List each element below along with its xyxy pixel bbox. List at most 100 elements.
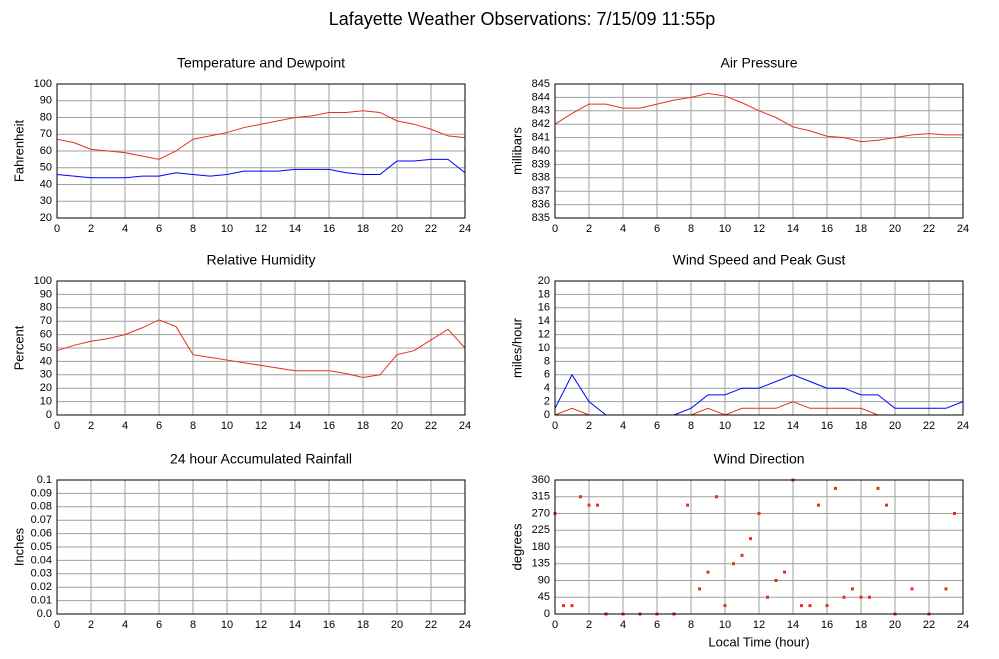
plot-frame	[56, 83, 466, 219]
point	[953, 512, 956, 515]
x-tick-label: 18	[855, 619, 867, 631]
series-line	[554, 92, 963, 143]
plot-frame	[554, 83, 964, 219]
x-tick-label: 22	[425, 223, 437, 235]
x-tick-label: 22	[425, 420, 437, 432]
point	[757, 512, 761, 515]
x-tick-label: 6	[654, 420, 660, 432]
x-tick-label: 10	[221, 223, 233, 235]
x-tick-label: 0	[54, 619, 60, 631]
x-tick-label: 20	[889, 619, 901, 631]
y-tick-label: 135	[532, 558, 550, 570]
x-tick-label: 14	[289, 420, 301, 432]
y-tick-label: 0.09	[31, 487, 52, 499]
x-tick-label: 14	[787, 420, 799, 432]
x-tick-label: 18	[855, 223, 867, 235]
y-tick-label: 180	[532, 541, 550, 553]
x-tick-label: 20	[391, 420, 403, 432]
y-tick-label: 839	[532, 158, 550, 170]
y-tick-label: 841	[532, 132, 550, 144]
x-tick-label: 16	[821, 223, 833, 235]
y-tick-label: 225	[532, 524, 550, 536]
point	[766, 595, 769, 599]
y-axis-label: degrees	[509, 523, 524, 570]
y-tick-label: 0.08	[31, 501, 52, 513]
y-tick-label: 0.06	[31, 528, 52, 540]
x-tick-label: 22	[923, 223, 935, 235]
x-tick-label: 14	[787, 223, 799, 235]
x-tick-label: 6	[156, 223, 162, 235]
plot-frame	[56, 280, 466, 416]
y-tick-label: 80	[40, 302, 52, 314]
x-tick-label: 0	[54, 223, 60, 235]
point	[562, 604, 565, 608]
y-tick-label: 0	[46, 409, 52, 421]
y-tick-label: 10	[538, 342, 550, 354]
y-tick-label: 90	[40, 95, 52, 107]
x-tick-label: 0	[54, 420, 60, 432]
x-tick-label: 20	[889, 420, 901, 432]
plot-frame	[554, 479, 964, 615]
x-tick-label: 10	[719, 223, 731, 235]
y-tick-label: 270	[532, 507, 550, 519]
x-tick-label: 8	[688, 420, 694, 432]
point	[817, 503, 820, 507]
x-tick-label: 4	[620, 619, 626, 631]
point	[698, 587, 701, 591]
y-tick-label: 0.02	[31, 581, 52, 593]
panel-title: 24 hour Accumulated Rainfall	[170, 451, 352, 467]
y-tick-label: 20	[40, 212, 52, 224]
page-title: Lafayette Weather Observations: 7/15/09 …	[329, 9, 716, 29]
x-tick-label: 4	[122, 619, 128, 631]
plot-frame	[56, 479, 466, 615]
point	[686, 503, 690, 507]
x-tick-label: 24	[957, 223, 969, 235]
x-tick-label: 0	[552, 420, 558, 432]
x-tick-label: 18	[855, 420, 867, 432]
y-tick-label: 0	[544, 409, 550, 421]
x-tick-label: 6	[654, 619, 660, 631]
x-tick-label: 2	[586, 223, 592, 235]
x-tick-label: 24	[459, 223, 471, 235]
point	[944, 587, 948, 591]
y-axis-label: Inches	[11, 527, 26, 566]
x-tick-label: 6	[156, 619, 162, 631]
point	[570, 604, 574, 608]
x-tick-label: 20	[889, 223, 901, 235]
x-tick-label: 24	[957, 420, 969, 432]
y-tick-label: 6	[544, 369, 550, 381]
y-tick-label: 60	[40, 329, 52, 341]
x-tick-label: 8	[190, 223, 196, 235]
point	[783, 570, 786, 574]
x-tick-label: 0	[552, 223, 558, 235]
y-tick-label: 14	[538, 315, 550, 327]
x-tick-label: 2	[88, 223, 94, 235]
x-axis-label: Local Time (hour)	[708, 634, 809, 649]
x-tick-label: 18	[357, 223, 369, 235]
x-tick-label: 24	[459, 619, 471, 631]
point	[723, 604, 727, 608]
y-tick-label: 4	[544, 382, 550, 394]
x-tick-label: 2	[88, 619, 94, 631]
y-tick-label: 10	[40, 396, 52, 408]
y-tick-label: 20	[538, 275, 550, 287]
x-tick-label: 4	[122, 223, 128, 235]
y-axis-label: millibars	[509, 127, 524, 175]
y-tick-label: 70	[40, 315, 52, 327]
x-tick-label: 16	[821, 619, 833, 631]
y-tick-label: 0.04	[31, 554, 52, 566]
y-tick-label: 30	[40, 195, 52, 207]
series-line	[56, 158, 466, 179]
series-line	[56, 319, 466, 378]
y-tick-label: 835	[532, 212, 550, 224]
x-tick-label: 24	[459, 420, 471, 432]
x-tick-label: 22	[923, 619, 935, 631]
y-tick-label: 12	[538, 329, 550, 341]
y-axis-label: miles/hour	[509, 317, 524, 378]
x-tick-label: 4	[122, 420, 128, 432]
y-tick-label: 836	[532, 199, 550, 211]
y-tick-label: 842	[532, 118, 550, 130]
x-tick-label: 2	[586, 619, 592, 631]
y-tick-label: 60	[40, 145, 52, 157]
